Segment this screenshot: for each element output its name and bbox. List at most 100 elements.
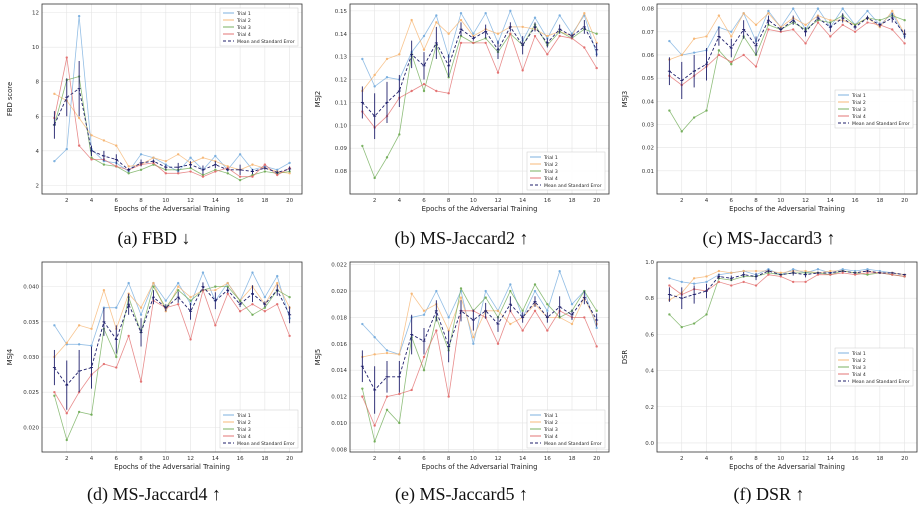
- y-tick-label: 0.6: [645, 332, 654, 338]
- data-point: [127, 334, 130, 338]
- data-point: [705, 275, 708, 278]
- data-point: [472, 41, 475, 45]
- subfigure-caption: (d) MS-Jaccard4 ↑: [87, 484, 221, 504]
- y-tick-label: 0.020: [23, 425, 39, 431]
- data-point: [189, 295, 192, 299]
- data-point: [214, 288, 217, 292]
- data-point: [570, 322, 574, 326]
- data-point: [804, 269, 807, 273]
- x-tick-label: 16: [237, 456, 244, 462]
- data-point: [176, 281, 180, 285]
- series-line-trial-4: [361, 309, 598, 427]
- data-point: [754, 284, 758, 287]
- data-point: [102, 362, 106, 366]
- data-point: [65, 412, 68, 415]
- legend-label: Trial 3: [851, 365, 866, 371]
- data-point: [509, 32, 512, 35]
- y-tick-label: 8: [36, 80, 40, 86]
- data-point: [496, 342, 500, 346]
- data-point: [410, 18, 413, 22]
- legend-label: Trial 1: [543, 155, 558, 161]
- series-line-mean: [361, 296, 598, 391]
- x-tick-label: 18: [569, 456, 576, 462]
- chart-panel: 2 4 6 8 10 12 14 16 18 20 0.0 0.2 0.4 0.6 0.8 1.0 Epochs…: [615, 258, 923, 476]
- series-line-trial-2: [54, 93, 290, 174]
- data-point: [410, 89, 413, 93]
- data-point: [398, 392, 401, 396]
- data-point: [201, 175, 205, 178]
- axes-frame: [349, 261, 610, 453]
- data-point: [385, 349, 389, 352]
- data-point: [447, 32, 450, 35]
- y-tick-label: 0.01: [642, 169, 654, 175]
- data-point: [767, 28, 770, 31]
- data-point: [829, 269, 832, 273]
- chart-panel: 2 4 6 8 10 12 14 16 18 20 0.01 0.02 0.03 0.04 0.05 0.06…: [615, 0, 923, 218]
- data-point: [459, 11, 463, 15]
- data-point: [891, 9, 894, 13]
- y-tick-label: 0.03: [642, 122, 655, 128]
- data-point: [152, 156, 155, 159]
- data-point: [533, 283, 537, 286]
- data-point: [705, 280, 708, 284]
- legend-label: Trial 2: [543, 162, 558, 168]
- series-line-trial-3: [54, 75, 290, 181]
- legend-label: Trial 3: [236, 25, 251, 31]
- data-point: [903, 19, 906, 22]
- data-point: [866, 271, 869, 275]
- data-point: [288, 172, 291, 175]
- data-point: [214, 154, 217, 158]
- chart-svg: 2 4 6 8 10 12 14 16 18 20 0.01 0.02 0.03 0.04 0.05 0.06…: [621, 3, 918, 213]
- data-point: [164, 172, 168, 175]
- y-tick-label: 0.06: [642, 53, 655, 59]
- x-tick-label: 18: [261, 456, 268, 462]
- axes-frame: [656, 3, 918, 195]
- data-point: [546, 34, 549, 38]
- data-point: [521, 69, 524, 72]
- data-point: [164, 159, 168, 163]
- legend-label: Trial 2: [543, 420, 558, 426]
- data-point: [484, 11, 487, 15]
- data-point: [472, 32, 475, 35]
- data-point: [115, 366, 118, 369]
- x-tick-label: 4: [90, 456, 94, 462]
- data-point: [435, 21, 438, 24]
- data-point: [692, 51, 696, 54]
- x-tick-label: 14: [212, 198, 219, 204]
- data-point: [201, 271, 205, 274]
- series-line-trial-1: [54, 16, 290, 173]
- x-tick-label: 16: [237, 198, 244, 204]
- data-point: [53, 394, 56, 397]
- data-point: [422, 368, 426, 372]
- data-point: [705, 109, 708, 112]
- data-point: [558, 270, 561, 273]
- data-point: [189, 338, 192, 341]
- data-point: [717, 53, 721, 57]
- y-tick-label: 1.0: [645, 260, 654, 266]
- data-point: [692, 277, 696, 280]
- data-point: [472, 336, 475, 339]
- x-tick-label: 10: [777, 456, 784, 462]
- data-point: [730, 284, 733, 287]
- chart-svg: 2 4 6 8 10 12 14 16 18 20 0.008 0.010 0.012 0.014 0.01…: [314, 261, 610, 471]
- data-point: [385, 57, 389, 61]
- data-point: [533, 34, 537, 38]
- data-point: [841, 268, 844, 271]
- data-point: [139, 380, 143, 383]
- data-point: [742, 53, 745, 57]
- x-tick-label: 10: [162, 456, 169, 462]
- legend-label: Mean and Standard Error: [852, 121, 910, 127]
- data-point: [484, 296, 487, 299]
- series-line-trial-3: [669, 15, 905, 133]
- data-point: [903, 275, 906, 278]
- series-line-trial-2: [362, 292, 598, 358]
- x-tick-label: 10: [777, 198, 784, 204]
- data-point: [717, 269, 721, 273]
- data-point: [176, 303, 180, 306]
- legend-label: Mean and Standard Error: [237, 441, 295, 447]
- data-point: [90, 158, 93, 161]
- data-point: [53, 159, 56, 163]
- data-point: [226, 165, 229, 168]
